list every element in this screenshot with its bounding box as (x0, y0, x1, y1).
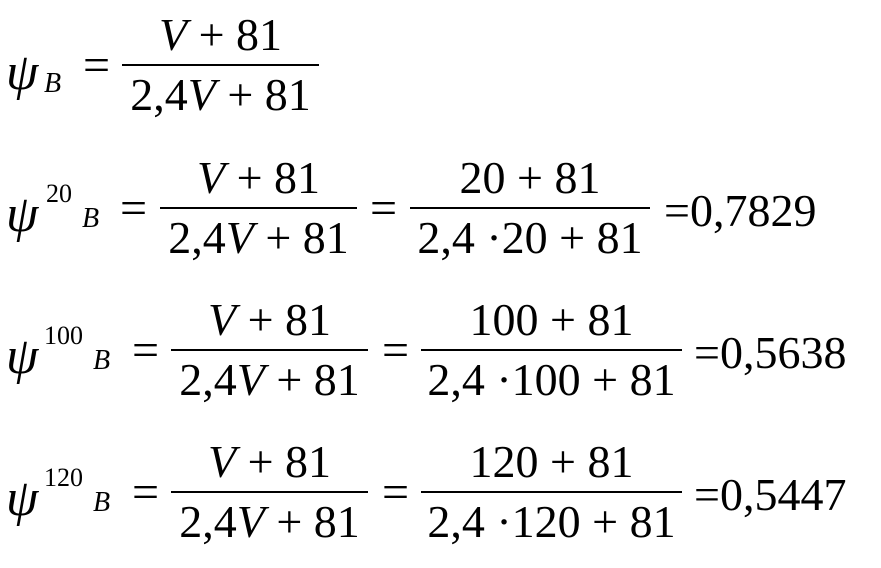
fraction-symbolic: V + 81 2,4V + 81 (171, 439, 368, 545)
denominator: 2,4 ·20 + 81 (417, 212, 643, 263)
result-value: =0,7829 (664, 185, 817, 236)
fraction-bar (171, 349, 368, 351)
fraction-numeric: 100 + 81 2,4 ·100 + 81 (421, 297, 682, 403)
numerator: V + 81 (207, 294, 332, 345)
fraction-bar (171, 491, 368, 493)
denominator: 2,4V + 81 (130, 69, 311, 120)
psi-subscript: B (82, 203, 100, 234)
fraction-bar (410, 207, 650, 209)
fraction-symbolic: V + 81 2,4V + 81 (160, 155, 357, 261)
denominator: 2,4 ·120 + 81 (427, 496, 676, 547)
equation-row-20: ψ 20 B = V + 81 2,4V + 81 = 20 + 81 2,4 … (0, 143, 881, 273)
psi-symbol: ψ (6, 44, 39, 101)
numerator: 100 + 81 (469, 294, 634, 345)
fraction-numeric: 20 + 81 2,4 ·20 + 81 (410, 155, 650, 261)
psi-subscript: B (93, 487, 111, 518)
equals-sign: = (132, 466, 160, 519)
psi-superscript: 100 (44, 321, 83, 350)
denominator: 2,4V + 81 (179, 354, 360, 405)
fraction-bar (421, 349, 682, 351)
psi-symbol: ψ (6, 328, 39, 385)
denominator: 2,4V + 81 (179, 496, 360, 547)
equals-sign: = (132, 324, 160, 377)
denominator: 2,4 ·100 + 81 (427, 354, 676, 405)
numerator: V + 81 (158, 9, 283, 60)
psi-symbol: ψ (6, 186, 39, 243)
fraction-bar (122, 64, 319, 66)
equation-row-100: ψ 100 B = V + 81 2,4V + 81 = 100 + 81 2,… (0, 285, 881, 415)
equation-general: ψ B = V + 81 2,4V + 81 (0, 0, 881, 130)
psi-subscript: B (44, 68, 62, 99)
result-value: =0,5638 (694, 327, 847, 378)
numerator: V + 81 (207, 436, 332, 487)
fraction-bar (160, 207, 357, 209)
psi-superscript: 120 (44, 463, 83, 492)
fraction-symbolic: V + 81 2,4V + 81 (171, 297, 368, 403)
denominator: 2,4V + 81 (168, 212, 349, 263)
fraction-bar (421, 491, 682, 493)
equals-sign: = (382, 466, 410, 519)
fraction: V + 81 2,4V + 81 (122, 12, 319, 118)
numerator: 120 + 81 (469, 436, 634, 487)
result-value: =0,5447 (694, 469, 847, 520)
equals-sign: = (120, 182, 148, 235)
equals-sign: = (382, 324, 410, 377)
equation-row-120: ψ 120 B = V + 81 2,4V + 81 = 120 + 81 2,… (0, 427, 881, 557)
equals-sign: = (370, 182, 398, 235)
psi-symbol: ψ (6, 470, 39, 527)
psi-superscript: 20 (46, 179, 72, 208)
numerator: V + 81 (196, 152, 321, 203)
psi-subscript: B (93, 345, 111, 376)
numerator: 20 + 81 (459, 152, 601, 203)
equals-sign: = (83, 39, 111, 92)
fraction-numeric: 120 + 81 2,4 ·120 + 81 (421, 439, 682, 545)
